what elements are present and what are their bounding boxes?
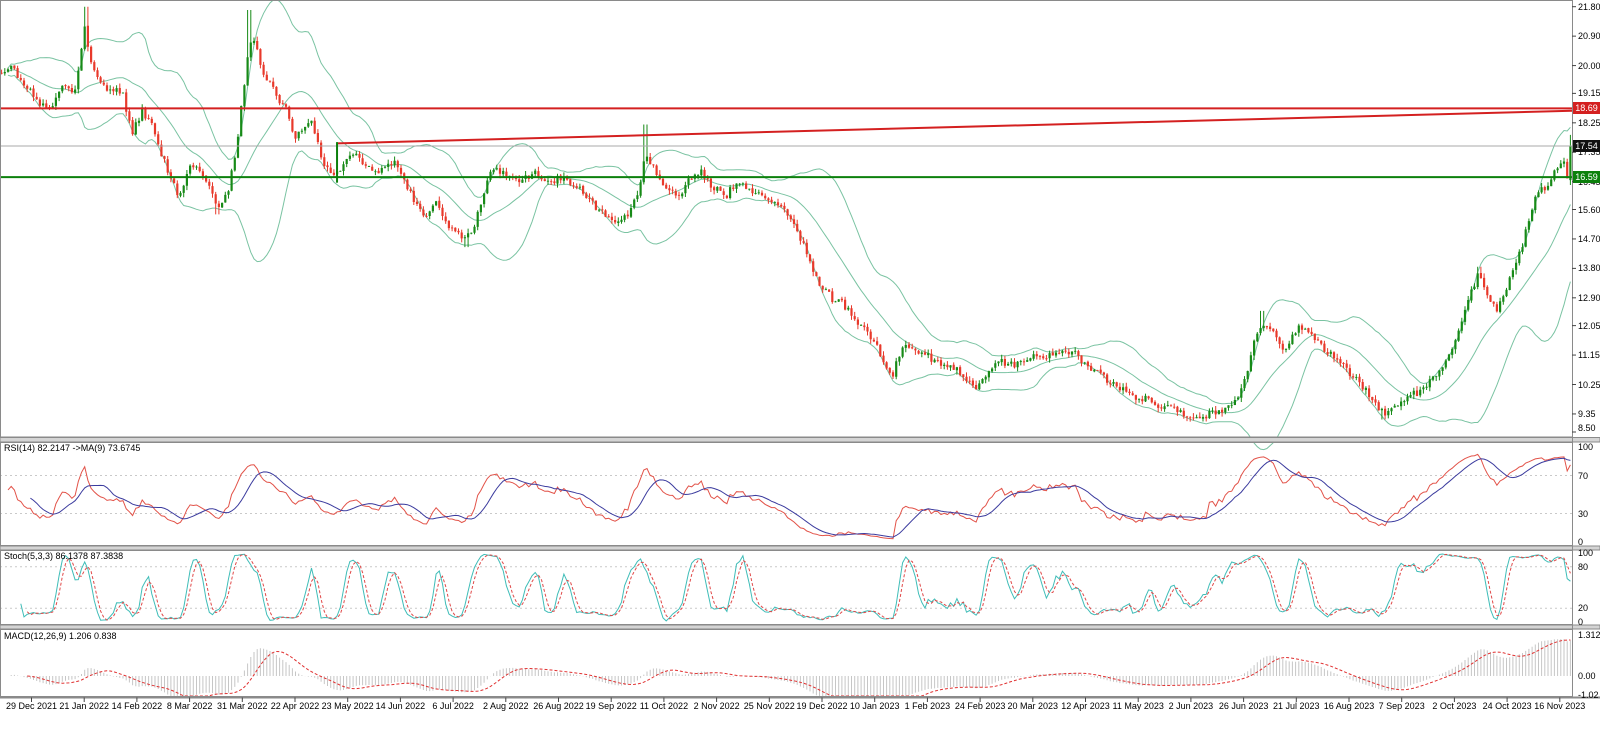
price-tick-label: 21.80 bbox=[1578, 1, 1600, 12]
date-tick-label: 11 May 2023 bbox=[1112, 701, 1164, 711]
price-tick-label: 19.15 bbox=[1578, 88, 1600, 99]
panel-separator bbox=[0, 624, 1600, 630]
panel-border bbox=[0, 0, 1573, 438]
stoch-k-line bbox=[20, 553, 1571, 622]
macd-indicator-label: MACD(12,26,9) 1.206 0.838 bbox=[4, 631, 117, 641]
date-tick-label: 1 Feb 2023 bbox=[904, 701, 951, 711]
rsi-tick-label: 100 bbox=[1578, 442, 1594, 452]
panel-separator bbox=[0, 545, 1600, 551]
rsi-line bbox=[7, 453, 1571, 540]
date-tick-label: 25 Nov 2022 bbox=[743, 701, 795, 711]
date-tick-label: 7 Sep 2023 bbox=[1378, 701, 1425, 711]
date-tick-label: 8 Mar 2022 bbox=[166, 701, 213, 711]
macd-tick-label: -1.02 bbox=[1578, 690, 1599, 700]
date-tick-label: 16 Aug 2023 bbox=[1323, 701, 1375, 711]
price-tick-label: 10.25 bbox=[1578, 379, 1600, 390]
price-tick-label: 13.80 bbox=[1578, 263, 1600, 274]
rsi-tick-label: 70 bbox=[1578, 470, 1589, 481]
price-tick-label: 12.90 bbox=[1578, 292, 1600, 303]
date-tick-label: 20 Mar 2023 bbox=[1007, 701, 1059, 711]
price-tick-label: 20.90 bbox=[1578, 31, 1600, 42]
resistance-price-badge: 18.69 bbox=[1573, 102, 1600, 114]
price-tick-label: 18.25 bbox=[1578, 117, 1600, 128]
date-tick-label: 11 Oct 2022 bbox=[639, 701, 689, 711]
date-tick-label: 14 Feb 2022 bbox=[111, 701, 163, 711]
rsi-tick-label: 30 bbox=[1578, 508, 1589, 519]
date-tick-label: 6 Jul 2022 bbox=[432, 701, 474, 711]
date-tick-label: 2 Jun 2023 bbox=[1168, 701, 1214, 711]
date-tick-label: 2 Nov 2022 bbox=[693, 701, 740, 711]
price-tick-label: 15.60 bbox=[1578, 204, 1600, 215]
panel-border bbox=[0, 629, 1573, 697]
price-tick-label: 20.00 bbox=[1578, 60, 1600, 71]
macd-tick-label: 0.00 bbox=[1578, 671, 1596, 681]
date-tick-label: 26 Jun 2023 bbox=[1218, 701, 1269, 711]
date-tick-label: 23 May 2022 bbox=[321, 701, 374, 711]
stoch-tick-label: 80 bbox=[1578, 561, 1589, 572]
rsi-ma-line bbox=[30, 457, 1571, 538]
panel-border bbox=[0, 550, 1573, 625]
rsi-tick-label: 0 bbox=[1578, 537, 1584, 547]
date-tick-label: 2 Aug 2022 bbox=[483, 701, 529, 711]
price-tick-label: 12.05 bbox=[1578, 320, 1600, 331]
date-tick-label: 21 Jan 2022 bbox=[59, 701, 109, 711]
price-tick-label: 11.15 bbox=[1578, 350, 1600, 361]
date-tick-label: 24 Feb 2023 bbox=[954, 701, 1006, 711]
rsi-indicator-label: RSI(14) 82.2147 ->MA(9) 73.6745 bbox=[4, 443, 141, 453]
date-tick-label: 24 Oct 2023 bbox=[1482, 701, 1532, 711]
date-tick-label: 2 Oct 2023 bbox=[1432, 701, 1477, 711]
stoch-indicator-label: Stoch(5,3,3) 86.1378 87.3838 bbox=[4, 551, 124, 561]
macd-tick-label: 1.312 bbox=[1578, 630, 1600, 640]
date-tick-label: 29 Dec 2021 bbox=[5, 701, 58, 711]
macd-histogram bbox=[10, 639, 1571, 696]
date-tick-label: 22 Apr 2022 bbox=[270, 701, 320, 711]
stoch-tick-label: 100 bbox=[1578, 548, 1594, 558]
support-price-badge: 16.59 bbox=[1573, 171, 1600, 183]
stoch-d-line bbox=[26, 553, 1571, 621]
stoch-tick-label: 0 bbox=[1578, 617, 1584, 627]
panel-separator bbox=[0, 437, 1600, 443]
price-tick-label: 9.35 bbox=[1578, 408, 1596, 419]
bear-candles bbox=[1, 6, 1568, 422]
date-tick-label: 12 Apr 2023 bbox=[1061, 701, 1110, 711]
date-tick-label: 16 Nov 2023 bbox=[1534, 701, 1586, 711]
macd-signal-line bbox=[27, 639, 1571, 697]
last-price-badge: 17.54 bbox=[1573, 140, 1600, 152]
price-tick-label: 8.50 bbox=[1578, 423, 1596, 433]
date-tick-label: 10 Jan 2023 bbox=[849, 701, 900, 711]
date-tick-label: 26 Aug 2022 bbox=[533, 701, 584, 711]
date-tick-label: 19 Sep 2022 bbox=[585, 701, 637, 711]
date-tick-label: 19 Dec 2022 bbox=[796, 701, 848, 711]
trendline bbox=[337, 109, 1573, 145]
date-tick-label: 14 Jun 2022 bbox=[375, 701, 426, 711]
stoch-tick-label: 20 bbox=[1578, 603, 1589, 614]
price-tick-label: 17.35 bbox=[1578, 147, 1600, 158]
date-tick-label: 31 Mar 2022 bbox=[217, 701, 268, 711]
date-tick-label: 21 Jul 2023 bbox=[1273, 701, 1320, 711]
price-tick-label: 14.70 bbox=[1578, 233, 1600, 244]
